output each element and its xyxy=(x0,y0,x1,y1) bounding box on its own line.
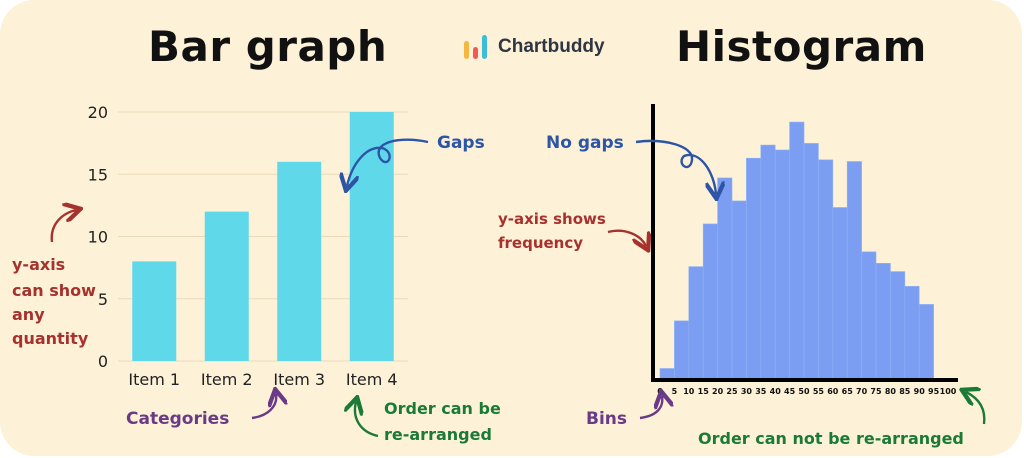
order-hist-arrow-icon xyxy=(966,392,986,425)
order-hist-label: Order can not be re-arranged xyxy=(698,429,964,448)
x-tick-label: Item 3 xyxy=(273,370,325,389)
y-any-label-line-2: can show xyxy=(12,281,96,300)
y-freq-arrow-icon xyxy=(607,229,646,246)
brand-logo: Chartbuddy xyxy=(462,32,605,62)
bin-label: 25 xyxy=(726,387,738,396)
y-tick-label: 10 xyxy=(88,228,108,247)
y-freq-label-line-2: frequency xyxy=(498,234,584,252)
histogram-title: Histogram xyxy=(676,22,927,71)
bin-label: 100 xyxy=(940,387,957,396)
order-bar-label-line-2: re-arranged xyxy=(384,425,492,444)
y-any-label-line-1: y-axis xyxy=(12,255,66,274)
y-tick-label: 15 xyxy=(88,165,108,184)
y-tick-label: 5 xyxy=(98,290,108,309)
bar xyxy=(349,112,394,361)
bin-label: 15 xyxy=(698,387,710,396)
bar xyxy=(132,261,177,361)
bin-label: 70 xyxy=(856,387,868,396)
x-tick-label: Item 4 xyxy=(346,370,398,389)
y-tick-label: 20 xyxy=(88,103,108,122)
bin-label: 5 xyxy=(672,387,678,396)
bin-label: 20 xyxy=(712,387,724,396)
gaps-label: Gaps xyxy=(437,133,485,153)
y-any-label-line-4: quantity xyxy=(12,329,89,348)
bin-label: 75 xyxy=(870,387,882,396)
bar-graph-title: Bar graph xyxy=(148,22,388,71)
y-freq-label-line-1: y-axis shows xyxy=(498,210,606,228)
bin-label: 65 xyxy=(842,387,854,396)
bin-label: 50 xyxy=(798,387,810,396)
brand-name: Chartbuddy xyxy=(498,36,605,57)
bin-label: 85 xyxy=(899,387,911,396)
x-tick-label: Item 1 xyxy=(128,370,180,389)
order-bar-label-line-1: Order can be xyxy=(384,399,501,418)
bar xyxy=(204,211,249,361)
no-gaps-label: No gaps xyxy=(546,133,624,153)
bin-label: 30 xyxy=(741,387,753,396)
categories-arrow-icon xyxy=(251,394,276,420)
bin-label: 40 xyxy=(770,387,782,396)
no-gaps-arrow-icon xyxy=(635,139,716,194)
bin-label: 90 xyxy=(914,387,926,396)
y-any-label-line-3: any xyxy=(12,305,45,324)
bin-label: 35 xyxy=(755,387,767,396)
categories-label: Categories xyxy=(126,409,230,429)
y-tick-label: 0 xyxy=(98,352,108,371)
bin-label: 45 xyxy=(784,387,796,396)
x-tick-label: Item 2 xyxy=(201,370,253,389)
bin-label: 80 xyxy=(885,387,897,396)
y-any-arrow-icon xyxy=(50,210,76,243)
chartbuddy-logo-icon xyxy=(464,35,487,59)
gaps-arrow-icon xyxy=(347,138,429,186)
bins-arrow-icon xyxy=(639,396,662,420)
bin-label: 55 xyxy=(813,387,825,396)
order-bar-arrow-icon xyxy=(355,402,379,438)
bar xyxy=(277,161,322,361)
bin-label: 95 xyxy=(928,387,940,396)
bin-label: 10 xyxy=(683,387,695,396)
bins-label: Bins xyxy=(586,409,628,429)
bin-label: 60 xyxy=(827,387,839,396)
